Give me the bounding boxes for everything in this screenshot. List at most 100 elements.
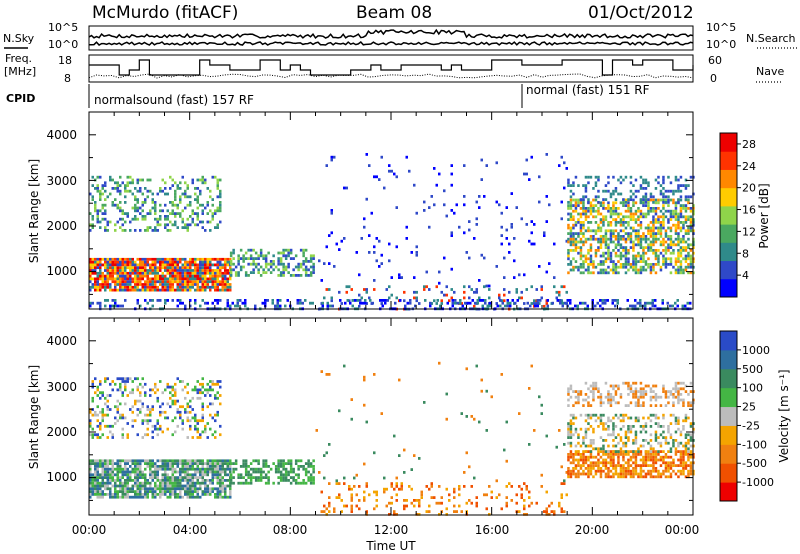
power-cell xyxy=(505,206,508,209)
power-cell xyxy=(284,304,287,308)
power-cell xyxy=(453,211,456,215)
power-cell xyxy=(335,242,338,246)
velocity-cell xyxy=(89,422,92,425)
power-cell xyxy=(428,288,431,291)
velocity-cell xyxy=(609,455,613,459)
velocity-cell xyxy=(101,413,104,417)
power-cell xyxy=(468,256,471,260)
power-cell xyxy=(599,229,603,233)
velocity-cell xyxy=(393,513,396,516)
velocity-cell xyxy=(657,441,660,445)
velocity-cell xyxy=(629,430,633,434)
power-cell xyxy=(619,265,623,269)
velocity-cell xyxy=(604,472,608,476)
velocity-cell xyxy=(572,458,575,462)
velocity-cell xyxy=(214,473,217,477)
velocity-cell xyxy=(219,493,222,496)
power-cell xyxy=(594,215,598,219)
power-cell xyxy=(599,218,603,221)
velocity-cell xyxy=(181,380,184,383)
velocity-cell xyxy=(109,479,112,482)
power-cell xyxy=(471,299,474,302)
velocity-cell xyxy=(94,410,97,414)
power-cell xyxy=(101,274,104,278)
power-cell xyxy=(194,263,197,267)
power-cell xyxy=(179,215,182,218)
velocity-cell xyxy=(662,425,665,428)
power-cell xyxy=(174,288,177,292)
power-cell xyxy=(659,226,663,230)
power-cell xyxy=(309,274,313,277)
power-cell xyxy=(154,283,157,286)
velocity-cell xyxy=(567,427,570,431)
velocity-cell xyxy=(136,470,139,474)
velocity-cell xyxy=(94,377,97,381)
power-cell xyxy=(194,269,197,272)
power-cell xyxy=(639,240,643,244)
velocity-cell xyxy=(350,398,353,401)
velocity-cell xyxy=(582,404,585,407)
velocity-cell xyxy=(174,467,177,471)
power-cell xyxy=(261,301,264,305)
power-cell xyxy=(498,293,501,297)
velocity-cell xyxy=(577,469,580,473)
power-cell xyxy=(136,266,139,270)
power-cell xyxy=(629,235,633,238)
power-cell xyxy=(567,212,570,216)
power-cell xyxy=(664,265,668,269)
power-cell xyxy=(186,274,189,278)
velocity-cell xyxy=(654,416,658,420)
power-cell xyxy=(679,271,683,275)
velocity-cell xyxy=(214,495,217,499)
power-cell xyxy=(237,262,240,266)
power-cell xyxy=(579,207,583,210)
power-cell xyxy=(429,304,432,308)
power-cell xyxy=(211,280,214,284)
velocity-cell xyxy=(523,482,526,485)
power-cell xyxy=(582,260,585,263)
velocity-cell xyxy=(597,425,600,428)
velocity-cell xyxy=(602,422,605,425)
velocity-cell xyxy=(604,427,608,431)
velocity-cell xyxy=(400,482,403,485)
velocity-cell xyxy=(599,469,603,473)
velocity-cell xyxy=(403,507,406,511)
power-cell xyxy=(687,229,690,233)
power-cell xyxy=(191,260,194,264)
power-cell xyxy=(91,260,94,264)
velocity-cell xyxy=(96,493,99,496)
power-cell xyxy=(629,212,633,216)
power-cell xyxy=(206,187,209,190)
power-cell xyxy=(652,215,655,219)
nsearch-tick-bottom: 10^0 xyxy=(706,38,736,51)
power-cell xyxy=(652,221,655,224)
power-cell xyxy=(677,223,680,227)
velocity-cell xyxy=(577,461,580,465)
velocity-cell xyxy=(111,433,114,437)
power-cell xyxy=(632,240,635,244)
velocity-cell xyxy=(204,470,207,474)
velocity-cell xyxy=(599,422,603,425)
power-cell xyxy=(582,195,585,199)
power-cell xyxy=(639,175,643,179)
velocity-cell xyxy=(674,472,678,476)
power-cell xyxy=(456,301,459,305)
velocity-cell xyxy=(106,424,109,428)
power-cell xyxy=(617,237,620,241)
velocity-cell xyxy=(239,481,243,485)
power-cell xyxy=(171,288,174,292)
power-cell xyxy=(114,203,117,207)
power-cell xyxy=(579,226,583,230)
velocity-cell xyxy=(569,422,573,425)
power-cell xyxy=(161,178,164,182)
power-cell xyxy=(642,265,645,269)
velocity-cell xyxy=(216,391,219,395)
power-cell xyxy=(445,293,448,297)
velocity-cell xyxy=(134,476,137,479)
velocity-cell xyxy=(602,464,605,467)
velocity-cell xyxy=(312,479,315,482)
velocity-cell xyxy=(672,469,675,473)
velocity-cell xyxy=(191,465,194,468)
power-cell xyxy=(214,257,217,261)
velocity-cell xyxy=(584,381,588,385)
